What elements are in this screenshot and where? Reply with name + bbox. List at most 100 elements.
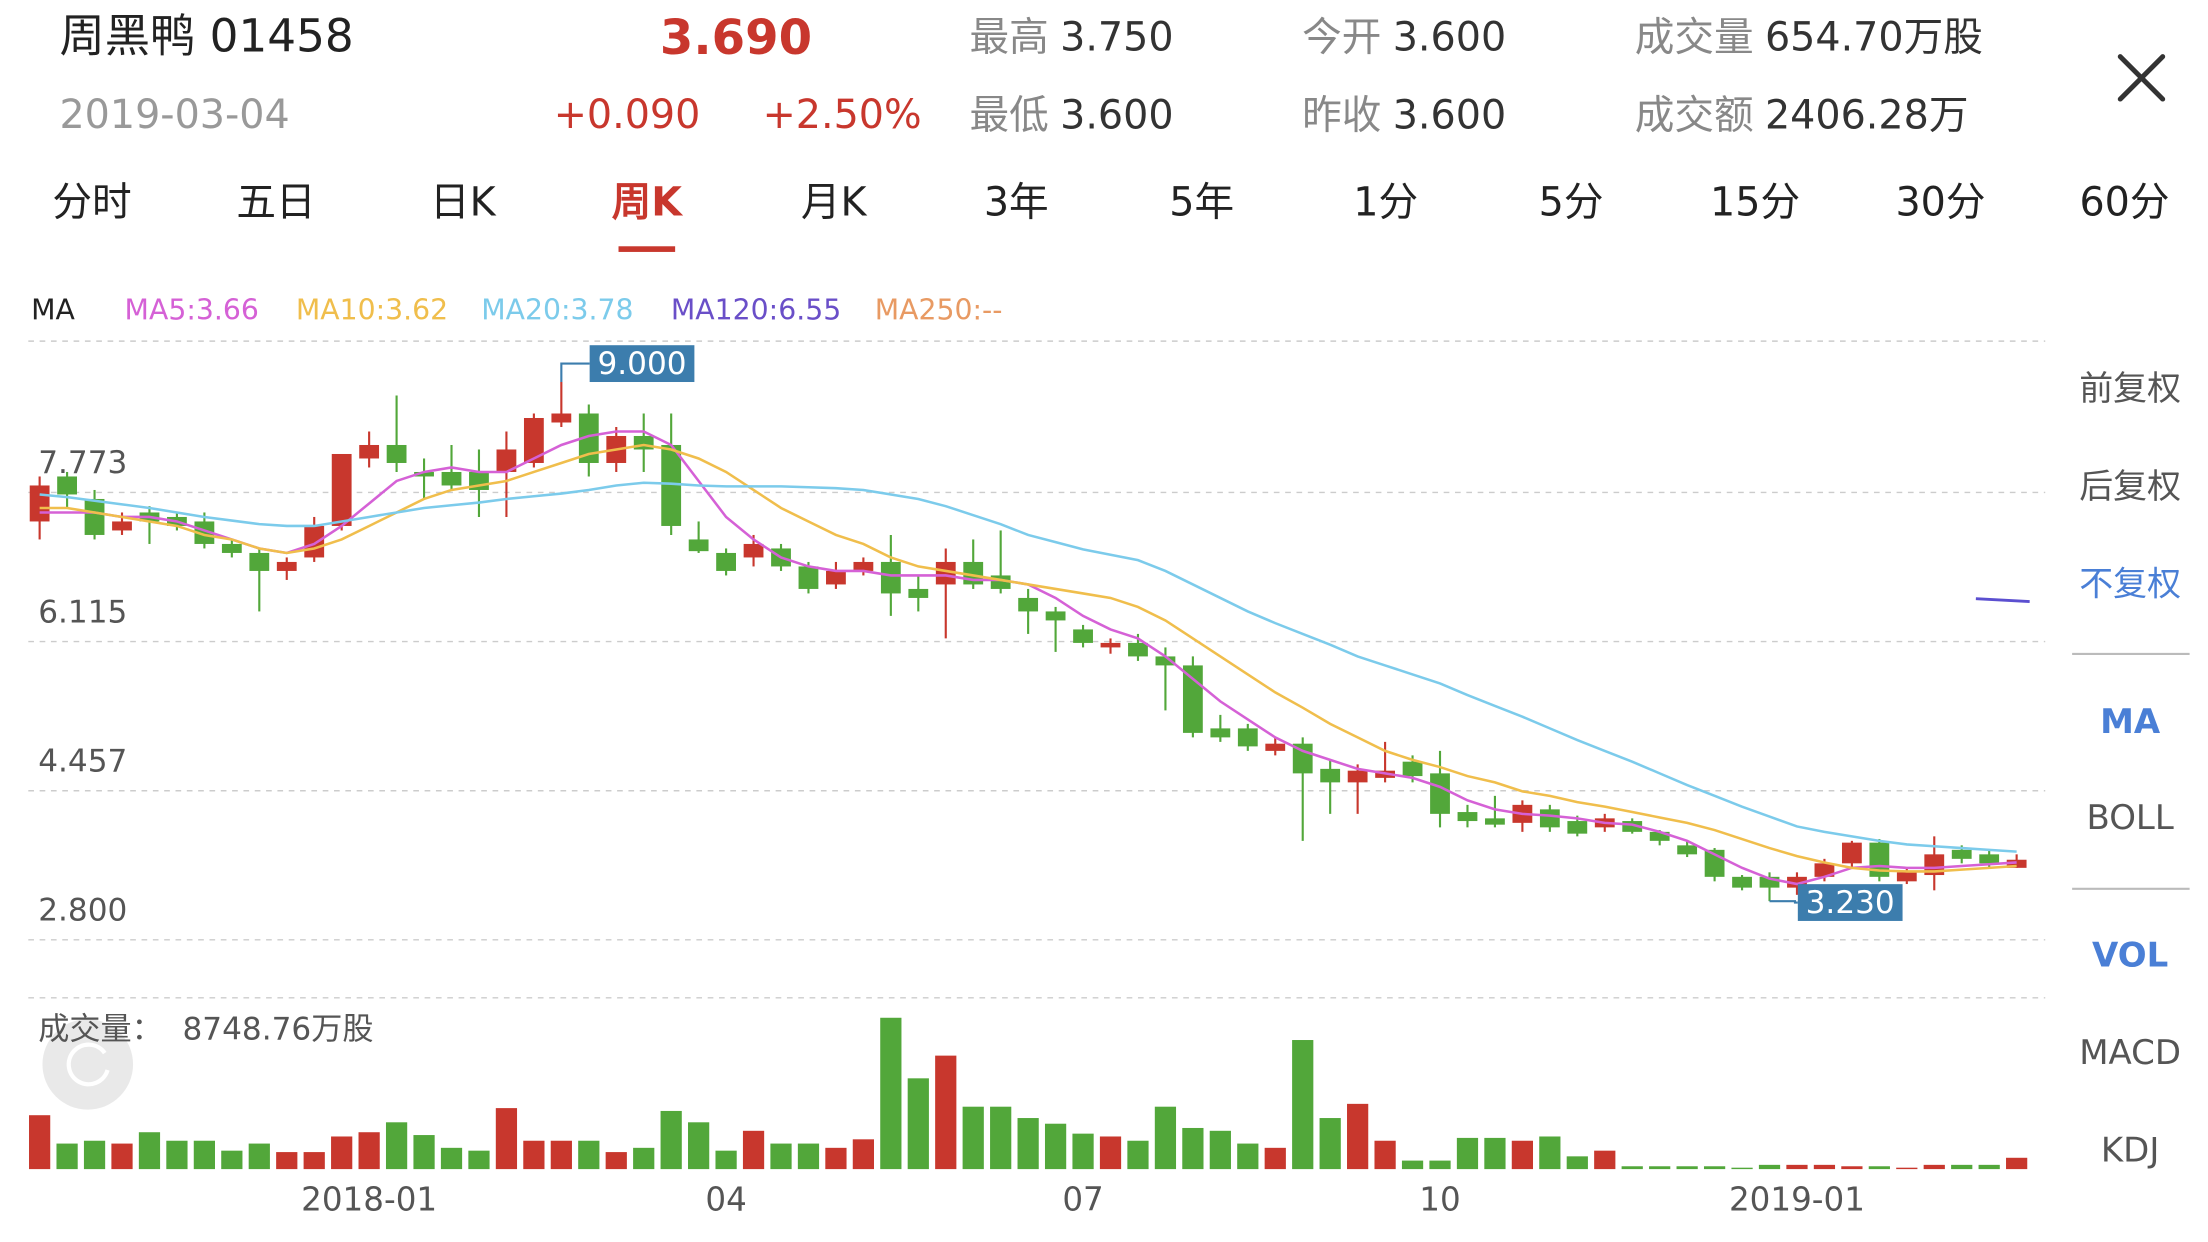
stat: 最低 3.600 [970, 92, 1174, 138]
volume-bar [468, 1150, 490, 1170]
stat-label: 最高 [970, 14, 1049, 60]
sidebar-option[interactable]: KDJ [2101, 1131, 2159, 1171]
volume-bar [880, 1017, 902, 1170]
stat-value: 654.70万股 [1765, 14, 1983, 60]
candle-body [633, 435, 654, 450]
change-pct: +2.50% [763, 92, 922, 138]
refresh-button[interactable] [42, 1019, 134, 1110]
sidebar-option[interactable]: 前复权 [2079, 369, 2181, 409]
sidebar-option[interactable]: 后复权 [2079, 467, 2181, 507]
candle-body [1457, 812, 1478, 822]
marker-box [589, 345, 695, 383]
legend-entry: MA5:3.66 [125, 293, 259, 326]
candle-body [853, 561, 874, 571]
tab[interactable]: 60分 [2079, 180, 2169, 226]
sidebar-option[interactable]: VOL [2092, 935, 2168, 975]
stat-value: 3.600 [1393, 14, 1506, 60]
volume-bar [1951, 1164, 1973, 1170]
candle-body [1677, 845, 1698, 855]
candle-body [1073, 629, 1093, 643]
tab[interactable]: 5年 [1169, 180, 1234, 226]
volume-bar [523, 1140, 545, 1170]
volume-bar [1017, 1118, 1039, 1170]
volume-bar [56, 1143, 78, 1170]
candle-body [57, 476, 77, 495]
sidebar-option[interactable]: MA [2100, 702, 2161, 742]
candle-body [1649, 831, 1670, 841]
close-button[interactable] [2117, 54, 2166, 102]
candle-body [194, 521, 215, 544]
candle-body [880, 561, 901, 594]
candle-body [276, 561, 297, 571]
sidebar-option[interactable]: 不复权 [2079, 564, 2181, 604]
y-tick-label: 7.773 [38, 445, 127, 481]
candle-body [221, 543, 242, 553]
candle-body [1732, 876, 1752, 888]
tab[interactable]: 3年 [984, 180, 1049, 226]
candle-body [29, 485, 50, 522]
candle-body [716, 552, 736, 571]
stat: 今开 3.600 [1302, 14, 1506, 60]
volume-bar [715, 1150, 737, 1170]
candle-body [551, 413, 572, 423]
close-icon [2117, 54, 2166, 102]
tab[interactable]: 周K [612, 180, 684, 226]
volume-bar [29, 1115, 51, 1170]
volume-bar [248, 1143, 270, 1170]
candle-body [304, 525, 325, 558]
y-tick-label: 2.800 [38, 893, 127, 929]
volume-bar [495, 1108, 518, 1170]
change: +0.090 [554, 92, 701, 138]
candle-body [1045, 611, 1066, 621]
volume-bar [303, 1152, 325, 1170]
tab[interactable]: 5分 [1539, 180, 1604, 226]
tab[interactable]: 五日 [236, 180, 315, 226]
volume-bar [1154, 1106, 1177, 1170]
volume-bar [1456, 1137, 1479, 1170]
candle-body [1485, 818, 1505, 825]
legend-entry: MA120:6.55 [671, 293, 841, 326]
candle-body [249, 552, 270, 571]
candle-body [1759, 876, 1780, 888]
candle-body [743, 543, 764, 558]
candle-body [661, 444, 682, 526]
tab[interactable]: 1分 [1353, 180, 1418, 226]
candle-body [908, 588, 929, 598]
candle-body [1182, 665, 1203, 733]
volume-bar [1621, 1166, 1643, 1170]
legend-title: MA [31, 293, 75, 326]
volume-bar [1923, 1164, 1945, 1170]
sidebar-option[interactable]: BOLL [2087, 798, 2174, 838]
candle-body [1979, 854, 2000, 864]
volume-bar [1813, 1164, 1836, 1170]
volume-bar [633, 1147, 655, 1170]
volume-bar [413, 1135, 435, 1170]
stat-label: 今开 [1302, 14, 1381, 60]
tab[interactable]: 月K [801, 180, 868, 226]
volume-bar [1566, 1156, 1588, 1170]
tab[interactable]: 日K [430, 180, 497, 226]
volume-bar [1237, 1143, 1259, 1170]
volume-bar [1841, 1166, 1863, 1170]
candle-body [688, 539, 709, 552]
stat: 昨收 3.600 [1302, 92, 1506, 138]
volume-bar [440, 1147, 463, 1170]
ma-line [39, 443, 2017, 873]
volume-bar [1896, 1167, 1918, 1170]
candle-body [1265, 743, 1286, 751]
stat-label: 成交额 [1635, 92, 1754, 138]
legend-entry: MA250:-- [875, 293, 1003, 326]
candle-body [1567, 821, 1588, 834]
tab[interactable]: 分时 [52, 180, 131, 226]
tab[interactable]: 30分 [1895, 180, 1985, 226]
volume-bar [138, 1132, 161, 1170]
volume-bar [550, 1140, 572, 1170]
candle-body [1814, 863, 1835, 877]
sidebar-option[interactable]: MACD [2079, 1033, 2181, 1073]
tab[interactable]: 15分 [1710, 180, 1800, 226]
legend-entry: MA10:3.62 [296, 293, 448, 326]
candle-body [1430, 773, 1450, 814]
candle-body [112, 521, 132, 531]
stat-label: 成交量 [1635, 14, 1754, 60]
